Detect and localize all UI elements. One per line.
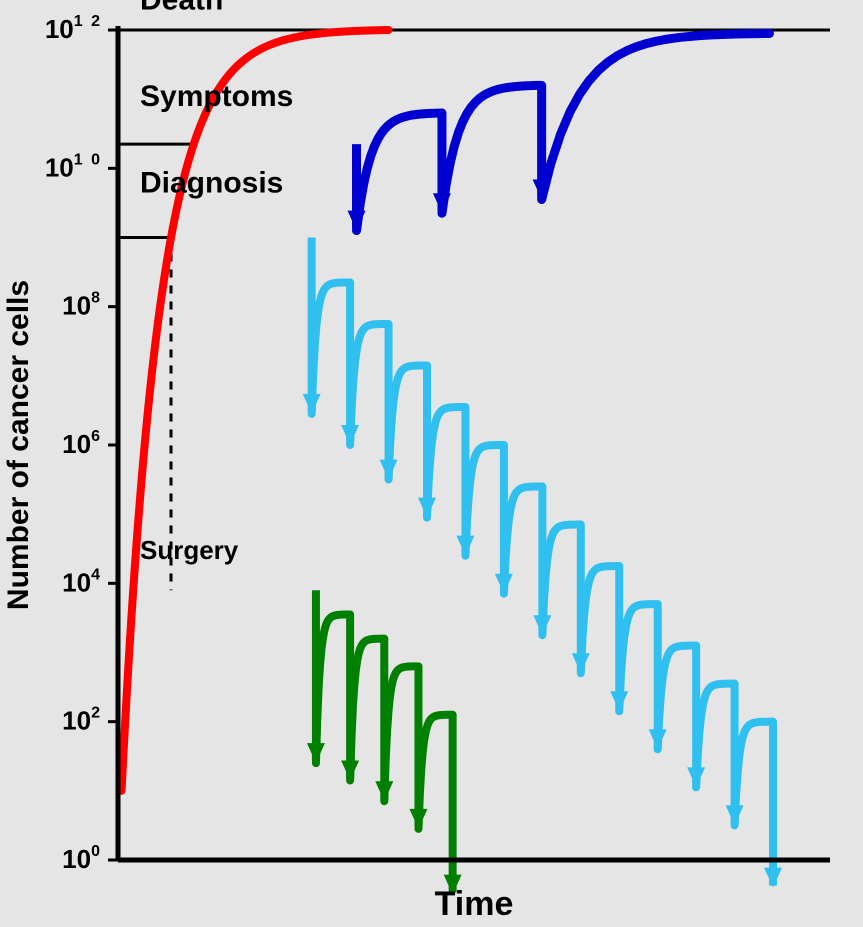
annotation-symptoms: Symptoms bbox=[140, 80, 293, 113]
annotation-surgery: Surgery bbox=[140, 535, 239, 565]
annotation-diagnosis: Diagnosis bbox=[140, 167, 283, 200]
annotation-death: Death bbox=[140, 0, 223, 16]
x-axis-label: Time bbox=[435, 885, 514, 923]
chart-container: 100102104106108101 0101 2DeathSymptomsDi… bbox=[0, 0, 863, 927]
cancer-growth-chart: 100102104106108101 0101 2DeathSymptomsDi… bbox=[0, 0, 863, 927]
y-axis-label: Number of cancer cells bbox=[2, 280, 35, 610]
